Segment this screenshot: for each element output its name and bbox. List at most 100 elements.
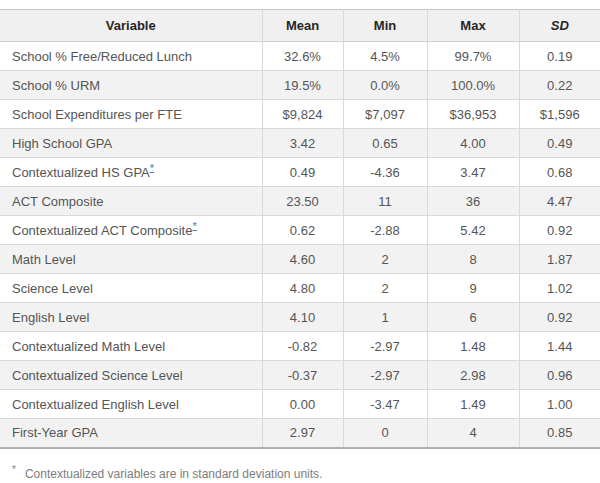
column-header-sd: SD — [519, 10, 600, 42]
min-cell: 0.65 — [343, 129, 427, 158]
sd-cell: 0.49 — [519, 129, 600, 158]
sd-cell: 1.44 — [519, 332, 600, 361]
variable-cell: Math Level — [0, 245, 262, 274]
max-cell: 1.49 — [427, 390, 519, 419]
table-row: High School GPA 3.420.654.000.49 — [0, 129, 600, 158]
mean-cell: 3.42 — [262, 129, 343, 158]
variable-label: Contextualized HS GPA — [12, 165, 150, 180]
variable-cell: Contextualized English Level — [0, 390, 262, 419]
variable-label: Math Level — [12, 252, 76, 267]
sd-cell: 1.87 — [519, 245, 600, 274]
variable-label: First-Year GPA — [12, 425, 98, 440]
variable-label: ACT Composite — [12, 194, 104, 209]
sd-cell: 0.92 — [519, 216, 600, 245]
variable-cell: Contextualized ACT Composite* — [0, 216, 262, 245]
page: Variable Mean Min Max SD School % Free/R… — [0, 0, 600, 483]
mean-cell: 0.62 — [262, 216, 343, 245]
table-row: Contextualized English Level0.00-3.471.4… — [0, 390, 600, 419]
column-header-mean: Mean — [262, 10, 343, 42]
max-cell: 100.0% — [427, 71, 519, 100]
max-cell: 6 — [427, 303, 519, 332]
min-cell: -4.36 — [343, 158, 427, 187]
sd-cell: 0.96 — [519, 361, 600, 390]
mean-cell: $9,824 — [262, 100, 343, 129]
header-row: Variable Mean Min Max SD — [0, 10, 600, 42]
column-header-min: Min — [343, 10, 427, 42]
min-cell: $7,097 — [343, 100, 427, 129]
footnote-link[interactable]: * — [150, 161, 154, 173]
table-row: ACT Composite23.5011364.47 — [0, 187, 600, 216]
sd-cell: 0.92 — [519, 303, 600, 332]
table-row: School % URM 19.5%0.0%100.0%0.22 — [0, 71, 600, 100]
min-cell: 4.5% — [343, 42, 427, 71]
variable-cell: ACT Composite — [0, 187, 262, 216]
mean-cell: 2.97 — [262, 419, 343, 448]
mean-cell: 0.00 — [262, 390, 343, 419]
min-cell: -2.97 — [343, 361, 427, 390]
table-row: English Level 4.10160.92 — [0, 303, 600, 332]
mean-cell: 32.6% — [262, 42, 343, 71]
sd-cell: 1.02 — [519, 274, 600, 303]
mean-cell: 19.5% — [262, 71, 343, 100]
variable-cell: English Level — [0, 303, 262, 332]
max-cell: 3.47 — [427, 158, 519, 187]
max-cell: 99.7% — [427, 42, 519, 71]
mean-cell: -0.37 — [262, 361, 343, 390]
footnote-marker: * — [12, 464, 16, 475]
variable-cell: School % Free/Reduced Lunch — [0, 42, 262, 71]
mean-cell: 4.10 — [262, 303, 343, 332]
sd-cell: 0.85 — [519, 419, 600, 448]
variable-cell: School Expenditures per FTE — [0, 100, 262, 129]
max-cell: 4.00 — [427, 129, 519, 158]
variable-cell: Contextualized HS GPA* — [0, 158, 262, 187]
sd-cell: 1.00 — [519, 390, 600, 419]
table-row: School % Free/Reduced Lunch32.6%4.5%99.7… — [0, 42, 600, 71]
table-row: Contextualized HS GPA*0.49-4.363.470.68 — [0, 158, 600, 187]
variable-cell: School % URM — [0, 71, 262, 100]
min-cell: -3.47 — [343, 390, 427, 419]
sd-cell: 0.19 — [519, 42, 600, 71]
footnote-link[interactable]: * — [192, 219, 196, 231]
summary-statistics-table: Variable Mean Min Max SD School % Free/R… — [0, 9, 600, 449]
table-row: School Expenditures per FTE$9,824$7,097$… — [0, 100, 600, 129]
table-body: School % Free/Reduced Lunch32.6%4.5%99.7… — [0, 42, 600, 448]
sd-cell: 0.68 — [519, 158, 600, 187]
table-row: Contextualized Math Level -0.82-2.971.481… — [0, 332, 600, 361]
max-cell: 36 — [427, 187, 519, 216]
footnote-text: Contextualized variables are in standard… — [25, 467, 323, 481]
variable-label: School Expenditures per FTE — [12, 107, 182, 122]
table-row: Contextualized Science Level-0.37-2.972.… — [0, 361, 600, 390]
min-cell: 2 — [343, 274, 427, 303]
column-header-max: Max — [427, 10, 519, 42]
min-cell: 1 — [343, 303, 427, 332]
variable-cell: Contextualized Math Level — [0, 332, 262, 361]
min-cell: -2.88 — [343, 216, 427, 245]
max-cell: 5.42 — [427, 216, 519, 245]
sd-cell: 4.47 — [519, 187, 600, 216]
variable-label: Contextualized Math Level — [12, 339, 165, 354]
variable-label: Contextualized ACT Composite — [12, 223, 192, 238]
min-cell: 0.0% — [343, 71, 427, 100]
variable-label: School % URM — [12, 78, 100, 93]
max-cell: 4 — [427, 419, 519, 448]
variable-cell: Contextualized Science Level — [0, 361, 262, 390]
table-row: First-Year GPA2.97040.85 — [0, 419, 600, 448]
max-cell: 8 — [427, 245, 519, 274]
max-cell: 9 — [427, 274, 519, 303]
column-header-variable: Variable — [0, 10, 262, 42]
variable-label: High School GPA — [12, 136, 112, 151]
variable-label: English Level — [12, 310, 89, 325]
min-cell: 11 — [343, 187, 427, 216]
mean-cell: 0.49 — [262, 158, 343, 187]
variable-cell: Science Level — [0, 274, 262, 303]
mean-cell: 4.60 — [262, 245, 343, 274]
min-cell: -2.97 — [343, 332, 427, 361]
variable-label: Science Level — [12, 281, 93, 296]
variable-cell: High School GPA — [0, 129, 262, 158]
max-cell: 2.98 — [427, 361, 519, 390]
min-cell: 2 — [343, 245, 427, 274]
sd-cell: 0.22 — [519, 71, 600, 100]
table-row: Contextualized ACT Composite*0.62-2.885.… — [0, 216, 600, 245]
max-cell: 1.48 — [427, 332, 519, 361]
mean-cell: -0.82 — [262, 332, 343, 361]
